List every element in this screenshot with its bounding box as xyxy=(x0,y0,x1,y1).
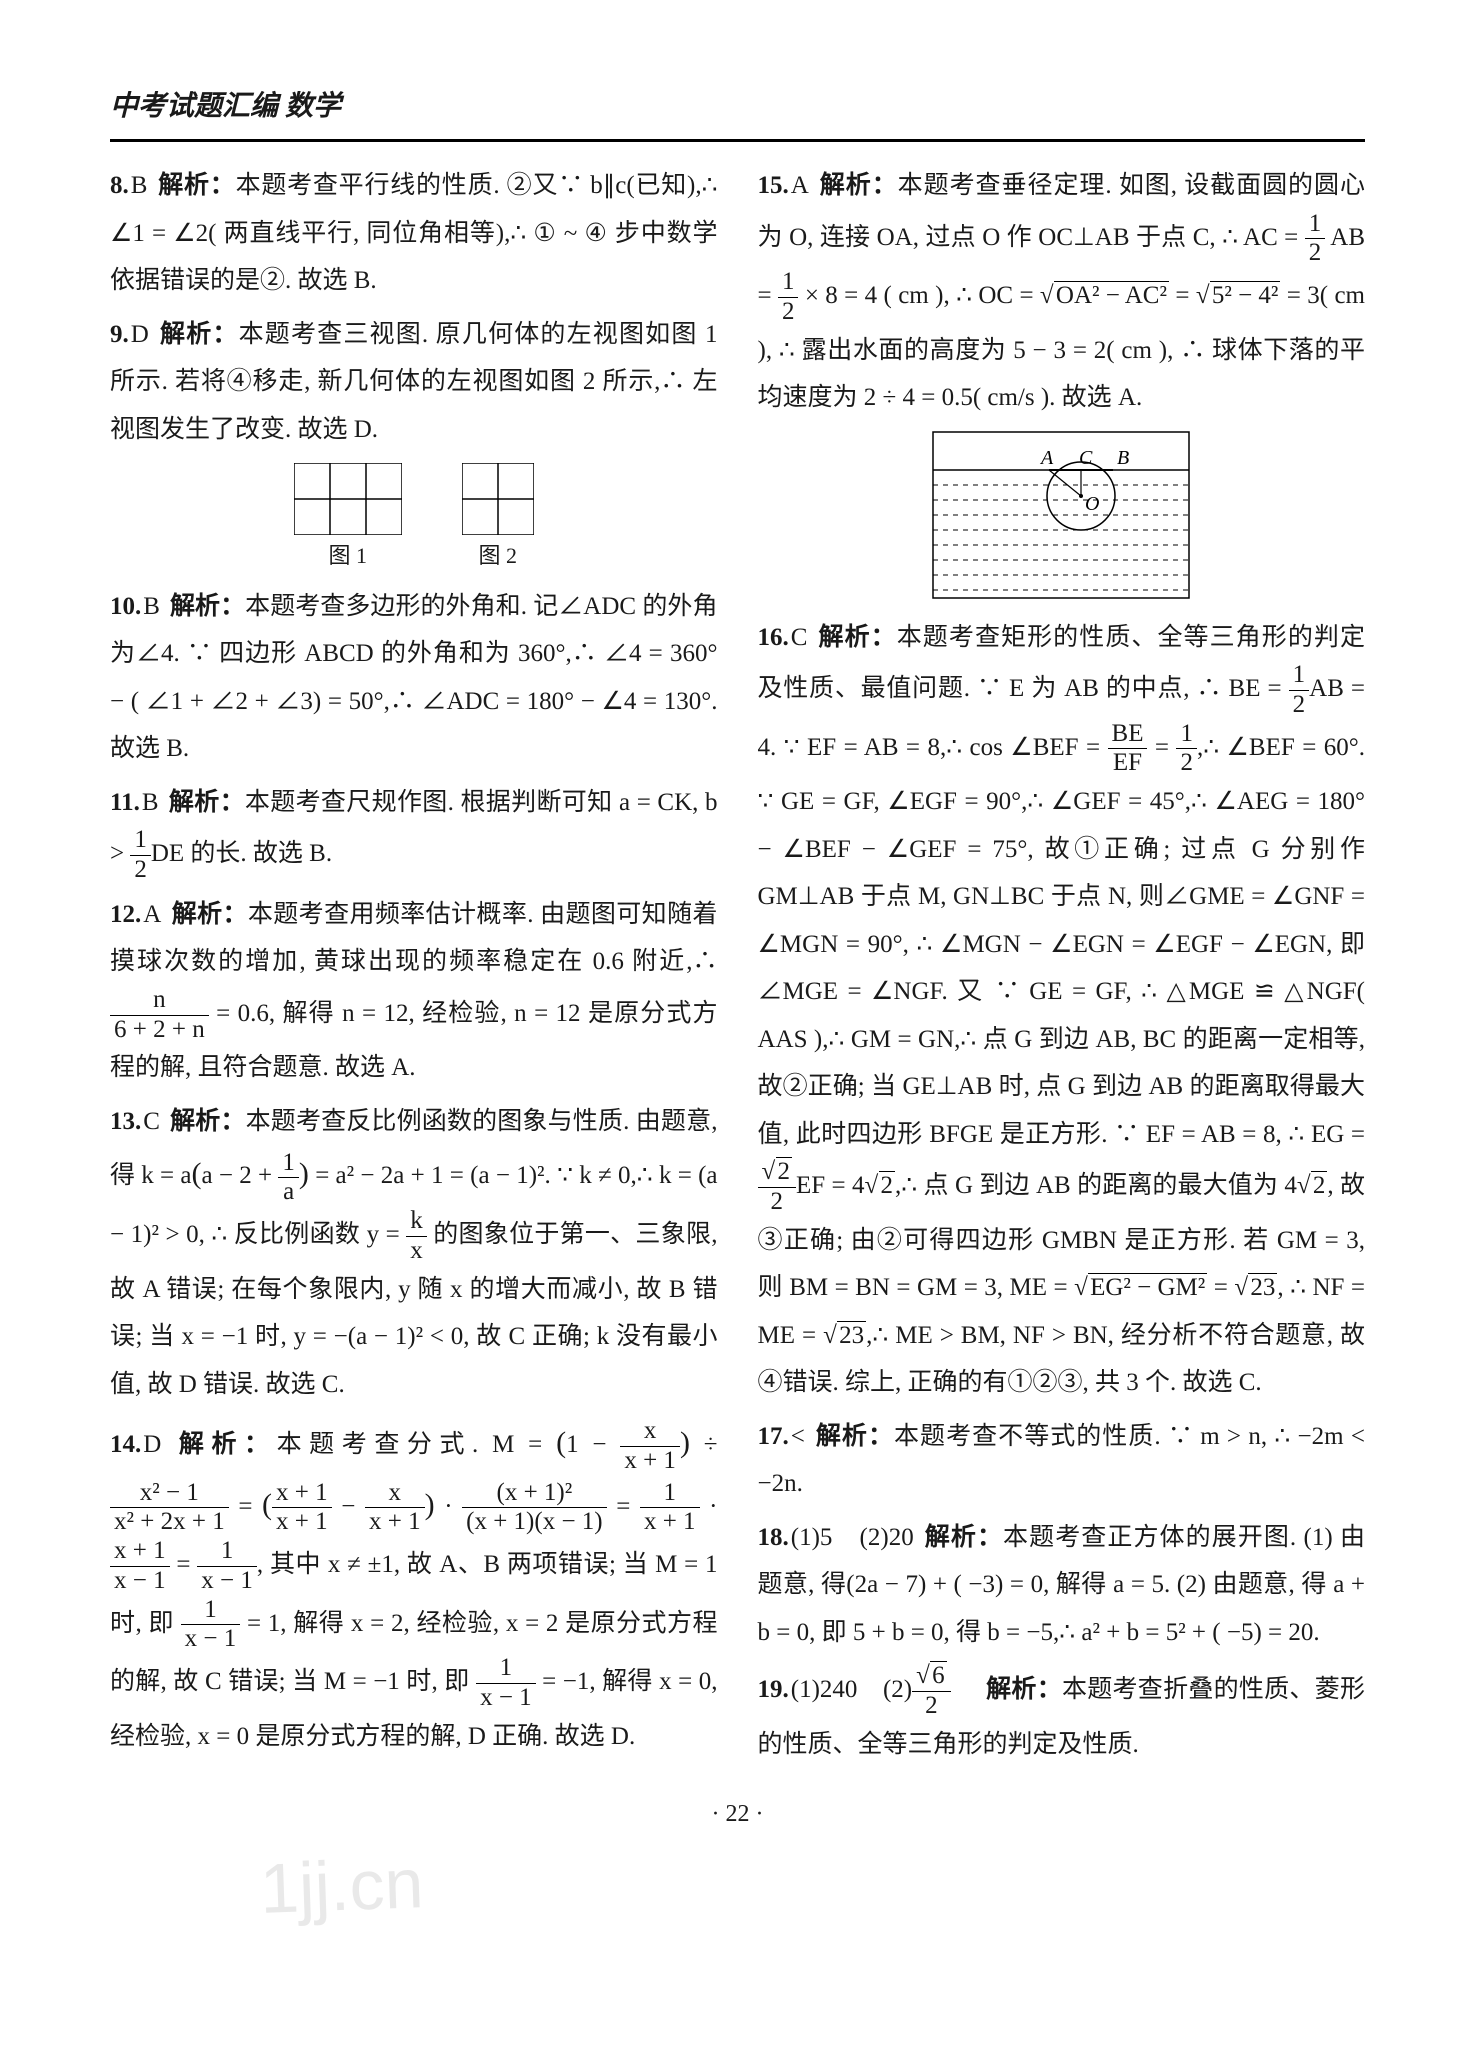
right-column: 15.A解析：本题考查垂径定理. 如图, 设截面圆的圆心为 O, 连接 OA, … xyxy=(758,162,1366,1774)
svg-text:O: O xyxy=(1085,493,1099,515)
q-number: 15. xyxy=(758,172,789,199)
q-answer: (1)5 (2)20 xyxy=(791,1524,914,1551)
page-header: 中考试题汇编 数学 xyxy=(110,80,1365,142)
q14: 14.D 解析：本题考查分式. M = (1 − xx + 1) ÷ x² − 1… xyxy=(110,1414,718,1760)
q-number: 12. xyxy=(110,901,141,928)
q-number: 10. xyxy=(110,593,141,620)
left-column: 8.B解析：本题考查平行线的性质. ②又∵ b∥c(已知),∴ ∠1 = ∠2(… xyxy=(110,162,718,1774)
q9: 9.D解析：本题考查三视图. 原几何体的左视图如图 1 所示. 若将④移走, 新… xyxy=(110,311,718,577)
q-answer: < xyxy=(791,1423,805,1450)
q-number: 9. xyxy=(110,321,129,348)
q-answer: (1)240 (2)62 xyxy=(791,1676,951,1703)
page-number: · 22 · xyxy=(110,1792,1365,1838)
svg-text:B: B xyxy=(1117,447,1129,469)
q-answer: D xyxy=(131,321,149,348)
figure-1: 图 1 xyxy=(294,463,402,577)
analysis-label: 解析： xyxy=(819,172,898,199)
q15: 15.A解析：本题考查垂径定理. 如图, 设截面圆的圆心为 O, 连接 OA, … xyxy=(758,162,1366,600)
q-answer: B xyxy=(143,593,160,620)
q-body: 本题考查分式. M = (1 − xx + 1) ÷ x² − 1x² + 2x… xyxy=(110,1431,718,1750)
figure-2: 图 2 xyxy=(462,463,534,577)
figure-1-label: 图 1 xyxy=(294,535,402,577)
q-body: 本题考查矩形的性质、全等三角形的判定及性质、最值问题. ∵ E 为 AB 的中点… xyxy=(758,624,1366,1397)
watermark-text: 1jj.cn xyxy=(258,1817,426,1956)
analysis-label: 解析： xyxy=(171,901,248,928)
svg-text:C: C xyxy=(1079,447,1093,469)
two-column-layout: 8.B解析：本题考查平行线的性质. ②又∵ b∥c(已知),∴ ∠1 = ∠2(… xyxy=(110,162,1365,1774)
analysis-label: 解析： xyxy=(924,1524,1003,1551)
analysis-label: 解析： xyxy=(171,1431,276,1458)
q11: 11.B解析：本题考查尺规作图. 根据判断可知 a = CK, b > 12DE… xyxy=(110,779,718,885)
q-body: 本题考查垂径定理. 如图, 设截面圆的圆心为 O, 连接 OA, 过点 O 作 … xyxy=(758,172,1366,411)
q-number: 17. xyxy=(758,1423,789,1450)
q10: 10.B解析：本题考查多边形的外角和. 记∠ADC 的外角为∠4. ∵ 四边形 … xyxy=(110,583,718,773)
q13: 13.C 解析：本题考查反比例函数的图象与性质. 由题意, 得 k = a(a −… xyxy=(110,1098,718,1408)
analysis-label: 解析： xyxy=(986,1676,1062,1703)
analysis-label: 解析： xyxy=(170,593,245,620)
analysis-label: 解析： xyxy=(817,624,896,651)
q19: 19.(1)240 (2)62 解析：本题考查折叠的性质、菱形的性质、全等三角形… xyxy=(758,1662,1366,1768)
q8: 8.B解析：本题考查平行线的性质. ②又∵ b∥c(已知),∴ ∠1 = ∠2(… xyxy=(110,162,718,305)
q17: 17.<解析：本题考查不等式的性质. ∵ m > n, ∴ −2m < −2n. xyxy=(758,1413,1366,1508)
q-number: 16. xyxy=(758,624,789,651)
q-number: 18. xyxy=(758,1524,789,1551)
q-number: 19. xyxy=(758,1676,789,1703)
analysis-label: 解析： xyxy=(815,1423,894,1450)
figure-2-label: 图 2 xyxy=(462,535,534,577)
analysis-label: 解析： xyxy=(159,321,239,348)
q-answer: C xyxy=(143,1108,160,1135)
q-answer: D xyxy=(143,1431,161,1458)
q-answer: A xyxy=(143,901,161,928)
analysis-label: 解析： xyxy=(169,789,245,816)
grid-icon xyxy=(462,463,534,535)
analysis-label: 解析： xyxy=(170,1108,246,1135)
figure-row: 图 1 图 2 xyxy=(110,463,718,577)
circle-diagram-icon: A C B O xyxy=(931,430,1191,600)
q-number: 11. xyxy=(110,789,140,816)
grid-icon xyxy=(294,463,402,535)
figure-15: A C B O xyxy=(758,430,1366,600)
q-number: 13. xyxy=(110,1108,141,1135)
q-answer: B xyxy=(131,172,148,199)
q16: 16.C 解析：本题考查矩形的性质、全等三角形的判定及性质、最值问题. ∵ E 为… xyxy=(758,614,1366,1407)
q-answer: C xyxy=(791,624,808,651)
analysis-label: 解析： xyxy=(157,172,235,199)
q-answer: A xyxy=(791,172,809,199)
q-number: 8. xyxy=(110,172,129,199)
svg-text:A: A xyxy=(1039,447,1054,469)
q18: 18.(1)5 (2)20解析：本题考查正方体的展开图. (1) 由题意, 得(… xyxy=(758,1514,1366,1657)
q-number: 14. xyxy=(110,1431,141,1458)
q-answer: B xyxy=(142,789,159,816)
q-body: 本题考查反比例函数的图象与性质. 由题意, 得 k = a(a − 2 + 1a… xyxy=(110,1108,718,1398)
q12: 12.A 解析：本题考查用频率估计概率. 由题图可知随着摸球次数的增加, 黄球出现… xyxy=(110,891,718,1092)
q-body: 本题考查用频率估计概率. 由题图可知随着摸球次数的增加, 黄球出现的频率稳定在 … xyxy=(110,901,718,1082)
